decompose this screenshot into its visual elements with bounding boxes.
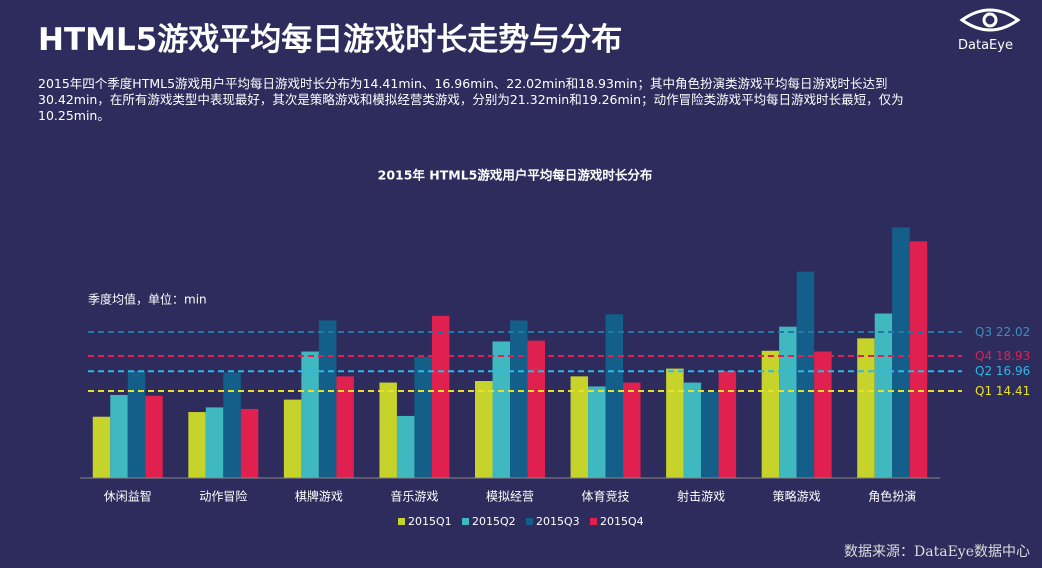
reference-value: 14.41	[996, 384, 1030, 398]
x-tick-label: 音乐游戏	[390, 489, 438, 504]
reference-value: 22.02	[996, 324, 1030, 338]
reference-name: Q4	[975, 348, 992, 362]
bar	[336, 376, 354, 478]
x-tick-label: 动作冒险	[199, 489, 247, 504]
legend-swatch	[590, 518, 597, 525]
bar	[892, 227, 910, 478]
x-tick-label: 策略游戏	[773, 489, 821, 504]
reference-value: 16.96	[996, 364, 1030, 378]
bar	[874, 313, 893, 478]
legend-label: 2015Q4	[600, 515, 644, 528]
bar	[796, 271, 815, 478]
logo-icon	[959, 8, 1021, 32]
bar	[301, 351, 319, 478]
bar	[857, 338, 875, 478]
x-tick-label: 射击游戏	[677, 489, 725, 504]
bar	[779, 326, 797, 478]
bar	[814, 351, 832, 478]
bar	[666, 368, 684, 478]
legend-swatch	[462, 518, 469, 525]
reference-label: Q3 22.02	[975, 324, 1030, 338]
reference-name: Q1	[975, 384, 992, 398]
bar	[283, 399, 302, 478]
reference-label: Q4 18.93	[975, 348, 1030, 362]
legend-label: 2015Q2	[472, 515, 516, 528]
bar	[110, 394, 128, 478]
bar	[718, 370, 737, 478]
bar	[188, 412, 206, 478]
source: 数据来源：DataEye数据中心	[844, 544, 1030, 560]
bar	[379, 382, 397, 478]
logo: DataEye	[958, 38, 1013, 53]
legend-swatch	[526, 518, 533, 525]
bar	[414, 356, 432, 478]
x-tick-label: 棋牌游戏	[295, 490, 343, 504]
bar	[510, 320, 528, 478]
unit-note: 季度均值，单位：min	[88, 292, 207, 307]
chart-title: 2015年 HTML5游戏用户平均每日游戏时长分布	[378, 168, 653, 183]
bar	[761, 350, 780, 478]
bar	[475, 381, 493, 478]
bar	[588, 386, 606, 478]
bar	[431, 315, 450, 478]
reference-name: Q2	[975, 364, 992, 378]
reference-name: Q3	[975, 324, 992, 338]
description: 2015年四个季度HTML5游戏用户平均每日游戏时长分布为14.41min、16…	[38, 76, 904, 123]
page-title: HTML5游戏平均每日游戏时长走势与分布	[38, 22, 623, 58]
x-tick-label: 模拟经营	[486, 490, 534, 504]
legend-label: 2015Q3	[536, 515, 580, 528]
x-tick-label: 角色扮演	[868, 489, 916, 504]
reference-label: Q2 16.96	[975, 364, 1030, 378]
bar	[683, 382, 702, 478]
reference-label: Q1 14.41	[975, 384, 1030, 398]
bar	[205, 407, 224, 478]
bar	[145, 395, 163, 478]
bar	[92, 416, 111, 478]
bar	[527, 340, 545, 478]
bar	[127, 370, 146, 478]
bar	[318, 320, 337, 478]
x-tick-label: 体育竞技	[582, 489, 630, 504]
legend-swatch	[398, 518, 405, 525]
legend-label: 2015Q1	[408, 515, 452, 528]
bar	[701, 391, 719, 478]
bar	[396, 415, 415, 478]
bar	[570, 376, 589, 478]
bar	[623, 382, 641, 478]
bar	[492, 341, 510, 478]
bar	[240, 408, 259, 478]
bar	[605, 314, 624, 478]
bar	[909, 241, 928, 478]
x-tick-label: 休闲益智	[104, 489, 152, 504]
reference-value: 18.93	[996, 348, 1030, 362]
bar	[223, 372, 241, 478]
